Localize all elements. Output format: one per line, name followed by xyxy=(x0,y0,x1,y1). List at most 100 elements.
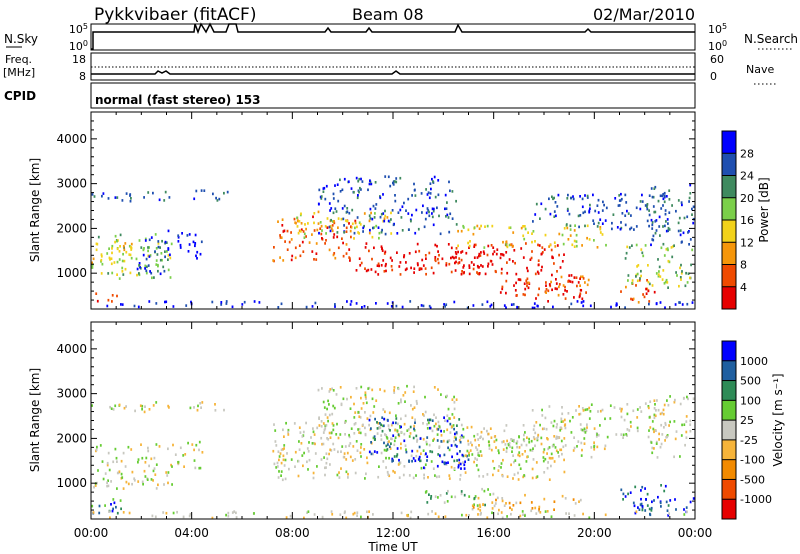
power-cell xyxy=(138,272,140,275)
velocity-cell xyxy=(366,510,368,514)
velocity-cell xyxy=(412,457,415,460)
velocity-cell xyxy=(427,512,430,516)
velocity-cell xyxy=(653,413,656,417)
power-cell xyxy=(343,224,345,227)
power-cell xyxy=(281,224,284,227)
power-cell xyxy=(610,305,612,309)
power-cell xyxy=(143,196,145,199)
power-cell xyxy=(319,227,322,230)
velocity-cell xyxy=(313,442,315,445)
power-cell xyxy=(154,233,157,236)
velocity-cell xyxy=(653,407,656,410)
power-cell xyxy=(145,271,148,275)
velocity-cell xyxy=(137,460,139,464)
velocity-cell xyxy=(644,509,647,512)
velocity-cell xyxy=(521,510,524,513)
power-cell xyxy=(428,251,431,255)
velocity-cell xyxy=(145,456,148,460)
velocity-cell xyxy=(620,415,623,419)
velocity-cell xyxy=(370,441,372,444)
velocity-cell xyxy=(374,417,376,421)
power-cell xyxy=(215,196,217,200)
power-cell xyxy=(510,243,512,247)
velocity-cell xyxy=(356,511,359,514)
velocity-cell xyxy=(623,418,626,422)
velocity-cell xyxy=(536,475,539,478)
velocity-cell xyxy=(476,458,478,461)
power-cell xyxy=(408,252,411,255)
velocity-cell xyxy=(482,503,484,506)
velocity-cell xyxy=(400,442,402,446)
velocity-cell xyxy=(433,424,436,428)
velocity-cell xyxy=(383,448,386,452)
velocity-cell xyxy=(468,451,470,455)
velocity-cell xyxy=(448,477,451,480)
velocity-cell xyxy=(689,423,692,426)
velocity-cell xyxy=(419,459,422,463)
velocity-cell xyxy=(107,479,109,482)
velocity-cell xyxy=(497,512,499,516)
velocity-cell xyxy=(513,460,515,464)
power-cell xyxy=(588,238,591,241)
velocity-cell xyxy=(419,437,422,440)
velocity-cell xyxy=(426,501,429,504)
velocity-cell xyxy=(473,497,476,500)
velocity-cell xyxy=(376,451,379,454)
velocity-cell xyxy=(553,508,555,511)
velocity-cell xyxy=(550,515,553,518)
power-cell xyxy=(487,244,490,248)
velocity-cell xyxy=(400,400,402,404)
power-cell xyxy=(159,246,161,249)
velocity-cell xyxy=(280,474,282,477)
velocity-cell xyxy=(352,512,355,516)
velocity-cell xyxy=(431,510,433,513)
power-cell xyxy=(121,199,124,202)
power-cell xyxy=(130,246,133,250)
power-cell xyxy=(664,280,667,284)
power-cell xyxy=(348,211,351,215)
power-cell xyxy=(473,245,476,248)
velocity-cell xyxy=(567,412,570,415)
power-cell xyxy=(150,236,153,239)
power-cell xyxy=(681,240,683,244)
velocity-cell xyxy=(505,502,507,505)
power-cell xyxy=(130,248,133,251)
power-colorbar-tick-label: 16 xyxy=(740,214,754,227)
power-cell xyxy=(157,264,159,268)
velocity-cell xyxy=(441,460,444,464)
velocity-cell xyxy=(651,446,654,450)
velocity-cell xyxy=(518,451,521,454)
freq-trace xyxy=(91,70,695,75)
velocity-cell xyxy=(530,501,533,504)
power-cell xyxy=(133,304,136,308)
velocity-cell xyxy=(522,424,525,427)
power-cell xyxy=(361,306,363,309)
power-cell xyxy=(540,252,543,256)
velocity-cell xyxy=(641,505,644,508)
power-cell xyxy=(320,224,323,228)
velocity-cell xyxy=(478,503,481,507)
velocity-cell xyxy=(528,437,530,441)
power-cell xyxy=(164,250,166,253)
velocity-cell xyxy=(524,431,526,434)
velocity-cell xyxy=(152,404,155,407)
power-cell xyxy=(665,229,668,233)
cpid-text: normal (fast stereo) 153 xyxy=(95,93,261,107)
velocity-cell xyxy=(500,462,503,465)
power-cell xyxy=(614,197,617,200)
power-cell xyxy=(665,278,668,282)
power-cell xyxy=(483,252,486,255)
power-cell xyxy=(657,199,660,203)
velocity-cell xyxy=(655,440,658,444)
power-cell xyxy=(396,251,398,254)
power-cell xyxy=(390,265,393,268)
velocity-cell xyxy=(450,465,453,469)
power-cell xyxy=(597,211,600,214)
power-cell xyxy=(557,193,560,197)
velocity-cell xyxy=(667,514,670,517)
velocity-cell xyxy=(518,446,521,449)
velocity-cell xyxy=(541,408,543,412)
velocity-cell xyxy=(312,471,315,475)
velocity-cell xyxy=(188,514,191,518)
power-cell xyxy=(587,278,590,282)
